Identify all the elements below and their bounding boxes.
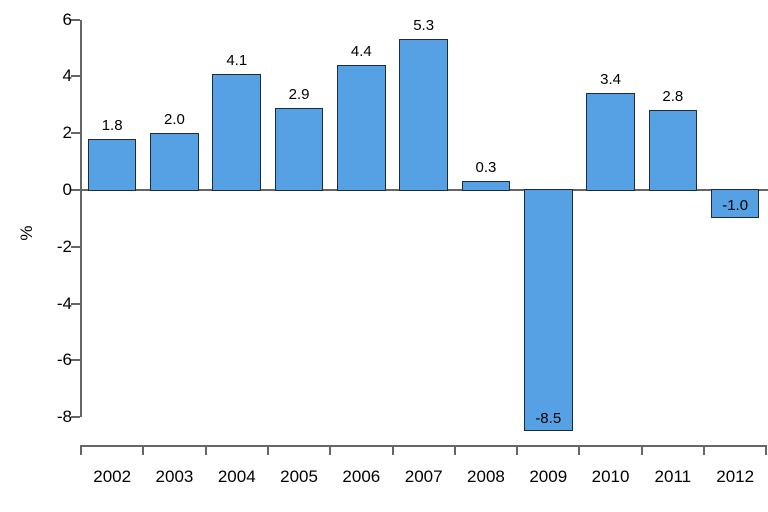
y-axis-tick xyxy=(71,302,80,305)
y-axis-tick xyxy=(71,75,80,78)
y-axis-tick-label: 4 xyxy=(62,66,72,86)
x-axis-tick xyxy=(391,446,394,455)
bar xyxy=(461,181,511,191)
x-axis-tick-label: 2005 xyxy=(280,467,318,486)
bar-value-label: -1.0 xyxy=(722,197,749,215)
y-axis-tick-label: 2 xyxy=(62,123,72,143)
bar-value-label: 3.4 xyxy=(600,71,621,89)
x-axis-tick xyxy=(142,446,145,455)
bar xyxy=(274,107,324,191)
x-axis-tick xyxy=(578,446,581,455)
x-axis-tick-label: 2003 xyxy=(155,467,194,486)
x-axis-tick-label: 2010 xyxy=(591,467,630,486)
x-axis-tick-label: 2011 xyxy=(654,467,692,486)
x-axis-tick xyxy=(80,446,82,455)
x-axis-tick-label: 2006 xyxy=(342,467,381,486)
bar-value-label: 5.3 xyxy=(413,17,435,35)
x-axis-line xyxy=(80,445,768,447)
y-axis-line xyxy=(80,19,82,418)
y-axis-tick-label: -4 xyxy=(56,293,72,313)
y-axis-tick-label: 6 xyxy=(62,9,72,29)
bar-value-label: 2.8 xyxy=(662,88,684,106)
x-axis-tick xyxy=(266,446,269,455)
x-axis-tick-label: 2009 xyxy=(529,467,568,486)
bar xyxy=(337,65,386,191)
bar-value-label: 0.3 xyxy=(475,159,497,177)
bar-value-label: 4.1 xyxy=(226,51,248,69)
x-axis-tick xyxy=(453,446,456,455)
bar xyxy=(399,39,448,191)
y-axis-tick xyxy=(71,189,80,191)
y-axis-tick xyxy=(71,245,80,248)
x-axis-tick xyxy=(204,446,207,455)
x-axis-tick xyxy=(329,446,332,455)
bar-value-label: 2.0 xyxy=(164,111,185,129)
x-axis-tick-label: 2002 xyxy=(93,467,132,486)
x-axis-tick-label: 2008 xyxy=(467,467,505,486)
bar xyxy=(150,133,199,191)
bar-value-label: -8.5 xyxy=(535,410,562,428)
x-axis-tick-label: 2007 xyxy=(404,467,443,486)
x-axis-tick xyxy=(516,446,519,455)
y-axis-tick xyxy=(71,18,80,21)
y-axis-tick xyxy=(71,416,80,419)
bar xyxy=(212,73,262,191)
x-axis-tick-label: 2012 xyxy=(716,467,755,486)
y-axis-tick-label: 0 xyxy=(62,180,72,199)
x-axis-tick-label: 2004 xyxy=(217,467,256,486)
bar-value-label: 2.9 xyxy=(288,85,310,103)
bar-value-label: 1.8 xyxy=(101,116,123,134)
bar xyxy=(648,110,698,191)
y-axis-tick-label: -8 xyxy=(56,407,72,427)
y-axis-tick xyxy=(71,359,80,362)
x-axis-tick xyxy=(703,446,705,455)
x-axis-tick xyxy=(640,446,643,455)
bar xyxy=(586,93,635,191)
bar xyxy=(87,138,137,191)
bar xyxy=(523,189,573,432)
x-axis-tick xyxy=(765,446,768,455)
y-axis-tick-label: -6 xyxy=(56,350,72,370)
bar-value-label: 4.4 xyxy=(350,43,372,61)
y-axis-tick xyxy=(71,132,80,135)
bar xyxy=(710,189,760,219)
y-axis-tick-label: -2 xyxy=(56,236,72,256)
